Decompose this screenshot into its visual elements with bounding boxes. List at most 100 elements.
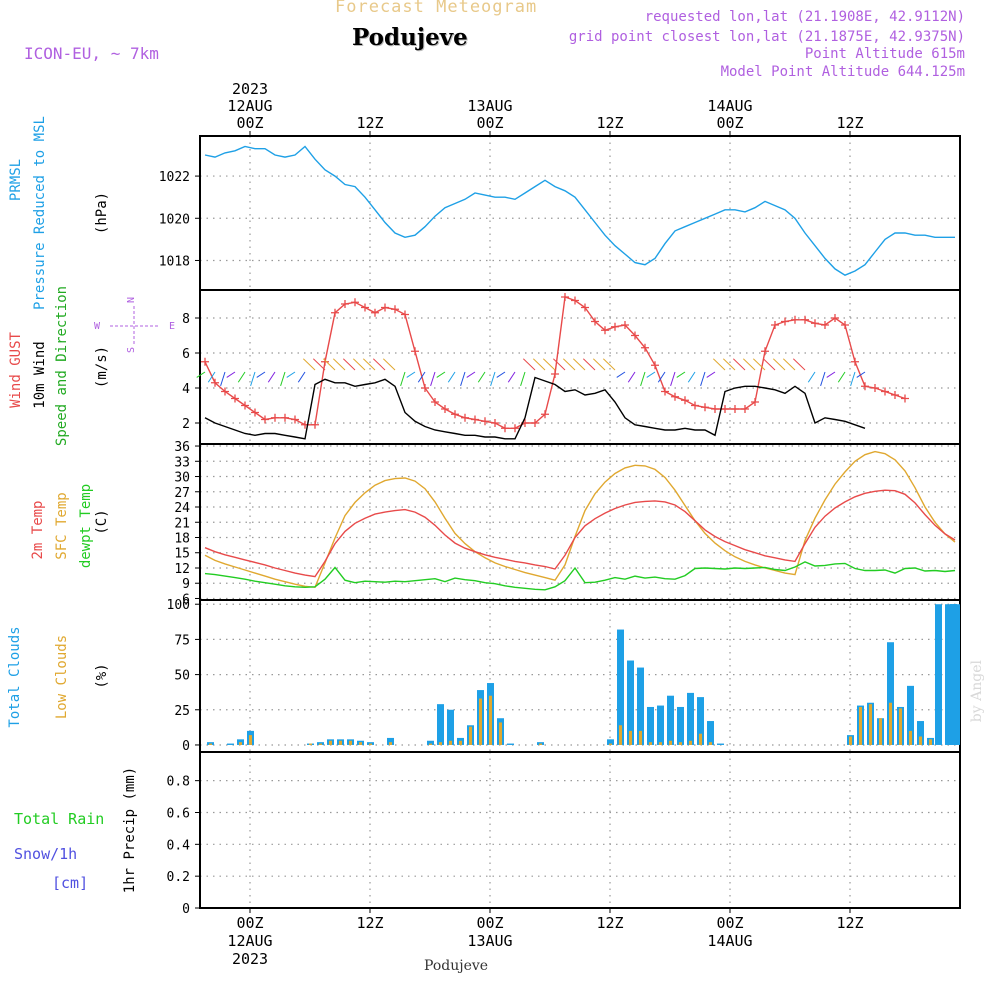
wind-arrow (742, 358, 756, 371)
wind-arrow (520, 371, 526, 387)
series-wind-gust-marker (751, 398, 759, 406)
series-wind-gust-marker (701, 403, 709, 412)
wind-arrow (382, 358, 396, 371)
point-altitude: Point Altitude 615m (804, 46, 965, 62)
series-wind-gust-marker (621, 321, 629, 329)
y-tick-label: 33 (174, 455, 190, 470)
series-wind-gust-marker (391, 305, 399, 314)
wind-arrow (332, 358, 346, 371)
bar-low-clouds (919, 736, 922, 745)
series-wind-gust-marker (671, 392, 679, 401)
wind-arrow (772, 358, 786, 371)
y-tick-label: 21 (174, 516, 190, 531)
series-wind-gust-marker (531, 419, 539, 427)
series-wind-gust-marker (441, 405, 449, 413)
bar-low-clouds (929, 739, 932, 745)
label-prmsl: PRMSL (8, 159, 24, 201)
series-wind-gust-marker (581, 303, 589, 312)
series-wind-gust-marker (571, 296, 579, 305)
bar-low-clouds (689, 740, 692, 745)
bar-low-clouds (679, 742, 682, 745)
series-sfc-temp (204, 450, 956, 589)
series-wind-gust-marker (681, 396, 689, 405)
series-wind-gust-marker (431, 398, 439, 406)
series-wind-gust-marker (461, 413, 469, 422)
station-name: Podujeve (352, 24, 468, 51)
panel-4: 0 0.2 0.4 0.6 0.8 1hr Precip (mm) (122, 751, 961, 917)
series-wind-gust-marker (881, 387, 889, 396)
bar-low-clouds (429, 743, 432, 745)
wind-arrow (700, 371, 706, 387)
wind-arrow (826, 371, 836, 378)
wind-arrow (627, 371, 636, 383)
time-label-bottom: 13AUG (467, 932, 512, 950)
wind-arrow (207, 371, 216, 383)
wind-arrow (280, 371, 286, 387)
series-wind-gust-marker (341, 300, 349, 308)
bar-total-clouds (617, 629, 624, 745)
y-tick-label: 6 (182, 592, 190, 607)
series-wind-gust-marker (801, 315, 809, 324)
label-speed-direction: Speed and Direction (54, 286, 70, 446)
time-label-bottom: 00Z (476, 914, 503, 932)
series-wind-gust-marker (421, 384, 429, 392)
series-wind-gust-marker (331, 308, 339, 317)
series-wind-gust-marker (201, 357, 209, 366)
series-wind-gust-marker (241, 401, 249, 410)
bar-low-clouds (239, 742, 242, 745)
series-wind-gust-marker (781, 317, 789, 326)
wind-arrow (582, 358, 596, 371)
bar-low-clouds (469, 726, 472, 745)
bar-total-clouds (953, 604, 960, 745)
series-wind-gust-marker (211, 378, 219, 387)
time-label-top: 00Z (476, 114, 503, 132)
wind-arrow (297, 371, 306, 383)
bar-total-clouds (935, 604, 942, 745)
y-tick-label: 4 (182, 382, 190, 397)
series-wind-gust-marker (491, 419, 499, 427)
bar-low-clouds (319, 743, 322, 745)
wind-arrow (460, 371, 466, 387)
bar-total-clouds (387, 737, 394, 745)
y-tick-label: 15 (174, 547, 190, 562)
bar-total-clouds (717, 743, 724, 745)
wind-arrow (722, 358, 736, 371)
bar-total-clouds (677, 706, 684, 745)
wind-arrow (820, 371, 826, 387)
series-wind-gust-marker (641, 343, 649, 352)
wind-arrow (490, 371, 496, 387)
y-tick-label: 6 (182, 347, 190, 362)
bar-low-clouds (339, 740, 342, 745)
y-tick-label: 24 (174, 501, 190, 516)
bar-low-clouds (639, 730, 642, 745)
wind-arrow (522, 358, 536, 371)
y-tick-label: 50 (174, 669, 190, 684)
panel-frame (199, 135, 961, 291)
series-wind-gust-marker (791, 315, 799, 324)
series-wind-gust-marker (851, 357, 859, 366)
time-label-bottom: 12Z (836, 914, 863, 932)
y-tick-label: 0.4 (167, 838, 191, 853)
time-label-bottom: 12Z (596, 914, 623, 932)
wind-arrow (477, 371, 486, 383)
time-label-bottom: 00Z (236, 914, 263, 932)
wind-arrow (752, 358, 766, 371)
y-tick-label: 2 (182, 417, 190, 432)
wind-arrow (532, 358, 546, 371)
series-wind-gust-marker (871, 384, 879, 392)
bar-total-clouds (627, 660, 634, 745)
wind-arrow (496, 371, 506, 378)
wind-arrow (400, 371, 406, 387)
wind-arrow (312, 358, 326, 371)
label-snow-unit: [cm] (52, 874, 88, 892)
y-tick-label: 9 (182, 577, 190, 592)
series-wind-gust-marker (561, 293, 569, 301)
series-wind-gust-marker (901, 394, 909, 403)
bar-total-clouds (437, 704, 444, 745)
bar-total-clouds (697, 697, 704, 745)
compass-n: N (126, 297, 137, 303)
series-wind-gust-marker (711, 405, 719, 413)
wind-arrow (687, 371, 696, 383)
bar-low-clouds (309, 743, 312, 745)
y-tick-label: 30 (174, 471, 190, 486)
